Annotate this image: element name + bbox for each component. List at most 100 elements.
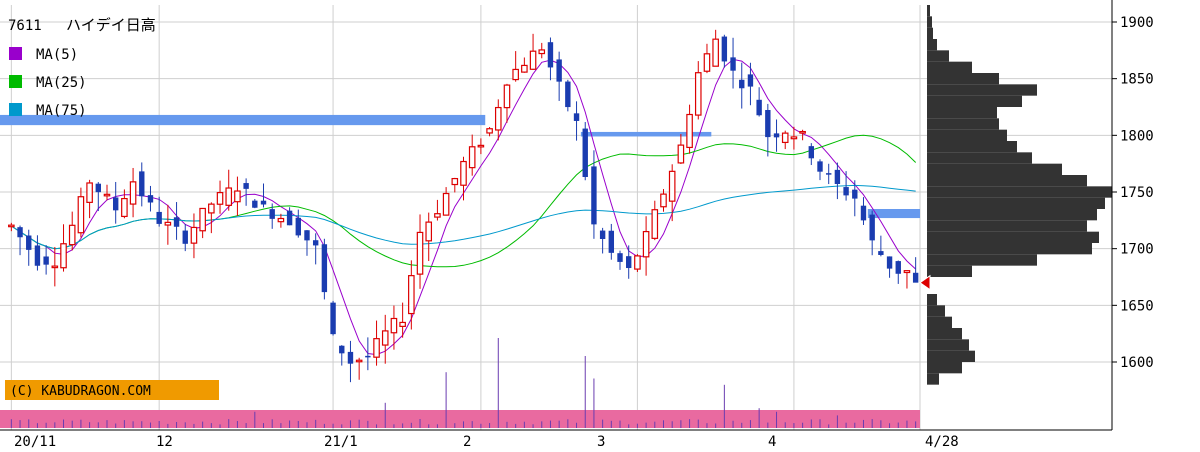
candle-body — [626, 256, 632, 269]
candle — [799, 129, 806, 141]
candle-body — [277, 217, 285, 223]
candle-body — [660, 193, 667, 208]
candle-body — [668, 170, 676, 202]
candle-body — [60, 243, 67, 269]
candle-body — [739, 79, 745, 89]
candle — [781, 130, 789, 150]
ma25-line — [11, 134, 917, 268]
candle-body — [43, 256, 49, 265]
candle-body — [642, 230, 650, 258]
candle — [260, 183, 267, 208]
candle-body — [843, 187, 849, 196]
candle — [34, 235, 41, 271]
legend-label-ma25: MA(25) — [36, 75, 87, 91]
candle — [529, 33, 537, 70]
candle-body — [434, 213, 441, 218]
candle — [390, 305, 398, 350]
volume-profile-bar — [927, 163, 1062, 175]
candle — [886, 256, 893, 278]
y-tick-label: 1850 — [1120, 72, 1154, 88]
candle-body — [408, 275, 415, 315]
axes: 1600 1650 1700 1750 1800 1850 1900 20/11 12 21/1 2… — [0, 0, 1154, 450]
candle-body — [886, 256, 893, 269]
candle — [365, 337, 371, 371]
candle-body — [529, 50, 537, 70]
candle — [460, 156, 467, 201]
candle-body — [269, 209, 275, 219]
candle-body — [599, 230, 606, 240]
candle-body — [730, 57, 736, 71]
candle — [773, 119, 780, 152]
candle-body — [912, 272, 919, 283]
candle — [304, 230, 310, 256]
candle — [565, 79, 571, 112]
candle — [208, 202, 215, 234]
candle-body — [451, 177, 459, 186]
volume-band — [0, 410, 920, 428]
candle-body — [139, 171, 145, 197]
candle-body — [817, 161, 823, 172]
candle — [129, 167, 137, 218]
candle-body — [521, 64, 528, 73]
volume-profile-bar — [927, 373, 939, 385]
legend-swatch-ma75 — [9, 103, 22, 116]
candle — [286, 207, 293, 226]
volume-profile-bar — [927, 118, 999, 130]
candle — [869, 210, 875, 256]
candle — [243, 178, 249, 206]
legend-label-ma75: MA(75) — [36, 103, 87, 119]
candle — [269, 203, 275, 229]
candle — [373, 320, 380, 366]
candle-body — [347, 351, 354, 364]
volume-profile-bar — [927, 220, 1087, 232]
candle — [573, 101, 580, 141]
candle — [651, 200, 659, 241]
candle — [486, 127, 493, 137]
candle — [321, 238, 328, 300]
candle-body — [339, 345, 345, 354]
candle — [199, 207, 206, 239]
candle — [182, 223, 188, 252]
candle-body — [234, 190, 241, 203]
candle-body — [538, 49, 546, 55]
resistance-band — [867, 209, 920, 219]
candle — [739, 62, 745, 109]
candle-body — [103, 193, 111, 197]
volume-profile-bar — [927, 231, 1099, 243]
volume-profile-bar — [927, 27, 933, 39]
candle — [339, 345, 345, 366]
candle — [434, 199, 441, 221]
candle — [895, 260, 901, 284]
candle-body — [416, 231, 424, 275]
candle — [216, 180, 224, 214]
candle — [147, 185, 154, 212]
candle — [694, 61, 702, 120]
candle-body — [425, 221, 433, 242]
grid-lines — [0, 5, 1112, 430]
candle — [468, 134, 476, 176]
candle-body — [582, 128, 588, 178]
candle-body — [781, 132, 789, 144]
candle — [425, 212, 433, 262]
candle-body — [77, 196, 85, 234]
candle — [121, 189, 128, 219]
x-tick-label: 12 — [156, 434, 173, 450]
volume-profile-bar — [927, 243, 1092, 255]
candle-body — [17, 227, 23, 238]
candle-body — [903, 270, 911, 274]
volume-profile-bar — [927, 265, 972, 277]
candle — [60, 224, 67, 272]
x-tick-label: 20/11 — [14, 434, 56, 450]
candle — [477, 138, 485, 155]
candle-body — [173, 217, 180, 227]
candle-body — [494, 106, 502, 131]
volume-profile-bar — [927, 16, 932, 28]
candle-body — [68, 224, 76, 246]
volume-profile-bar — [927, 362, 962, 374]
candle — [442, 187, 450, 216]
volume-profile-bar — [927, 209, 1097, 221]
candle-body — [243, 183, 249, 189]
ma75-line — [11, 184, 916, 250]
candle-body — [182, 230, 188, 244]
candle — [225, 169, 233, 211]
